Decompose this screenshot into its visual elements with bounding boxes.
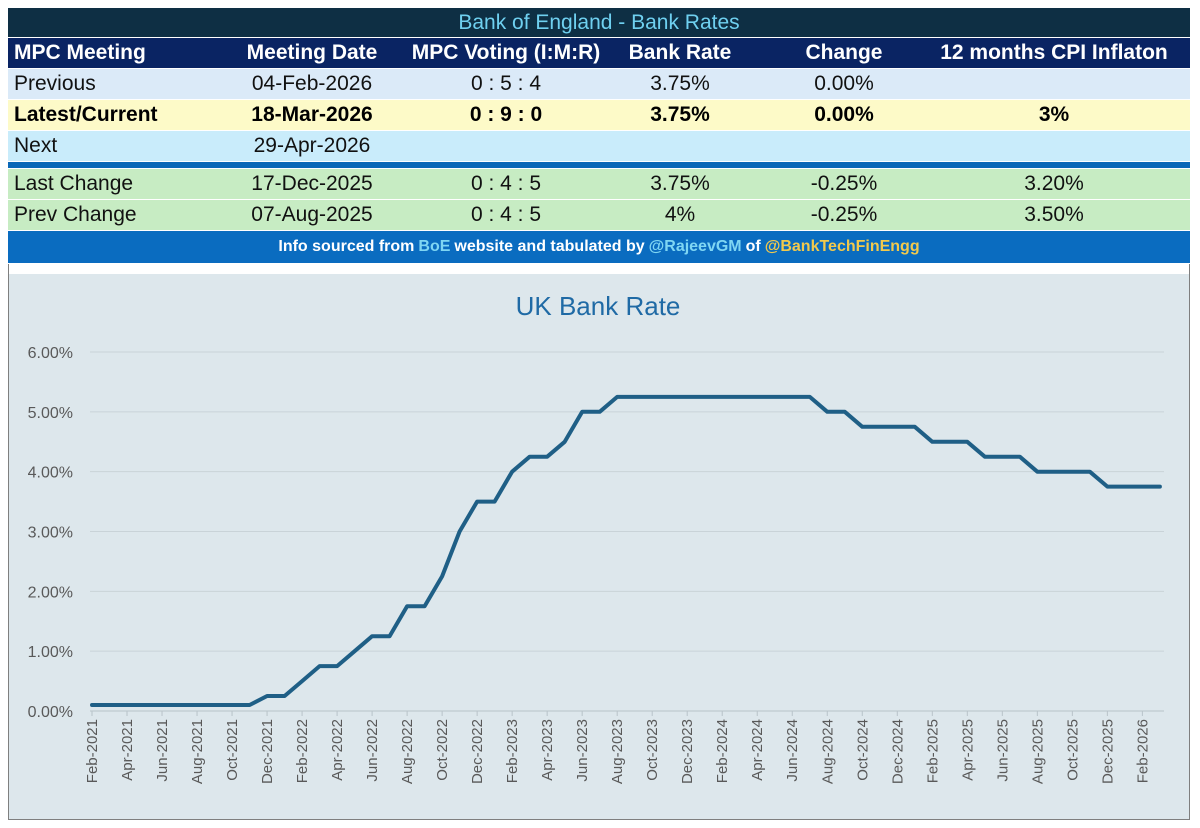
x-tick-label: Apr-2025 [959, 719, 976, 781]
x-tick-label: Apr-2024 [749, 719, 766, 781]
x-tick-label: Dec-2024 [889, 719, 906, 784]
y-tick-label: 2.00% [28, 584, 73, 601]
info-author-handle: @RajeevGM [648, 238, 742, 255]
cell-date: 04-Feb-2026 [251, 72, 373, 95]
cell-date: 18-Mar-2026 [251, 103, 373, 126]
y-tick-label: 5.00% [28, 405, 73, 422]
header-mpc-voting: MPC Voting (I:M:R) [411, 41, 601, 64]
x-tick-label: Oct-2024 [854, 719, 871, 781]
x-tick-label: Oct-2023 [644, 719, 661, 781]
cell-cpi [926, 69, 1182, 99]
x-tick-label: Feb-2024 [714, 719, 731, 783]
chart-title: UK Bank Rate [516, 291, 681, 321]
x-tick-label: Feb-2022 [294, 719, 311, 783]
x-tick-label: Aug-2022 [399, 719, 416, 784]
x-tick-label: Aug-2021 [189, 719, 206, 784]
x-tick-label: Feb-2021 [84, 719, 101, 783]
x-tick-label: Oct-2022 [434, 719, 451, 781]
table-header-row: MPC Meeting Meeting Date MPC Voting (I:M… [8, 38, 1190, 69]
cell-cpi: 3.50% [1024, 203, 1084, 226]
header-bank-rate: Bank Rate [628, 41, 732, 64]
cell-date: 29-Apr-2026 [253, 134, 371, 157]
header-mpc-meeting: MPC Meeting [14, 41, 146, 64]
x-tick-label: Apr-2021 [119, 719, 136, 781]
cell-rate: 3.75% [650, 72, 710, 95]
y-tick-label: 3.00% [28, 525, 73, 542]
info-text-2: website and tabulated by [454, 238, 645, 255]
x-tick-label: Feb-2025 [924, 719, 941, 783]
cell-meeting: Prev Change [14, 203, 137, 226]
bank-rate-series-line [90, 394, 1162, 707]
bank-rates-table: Bank of England - Bank Rates MPC Meeting… [8, 8, 1190, 264]
bank-rate-chart: 0.00% 1.00% 2.00% 3.00% 4.00% 5.00% 6.00% Feb-… [9, 274, 1189, 819]
x-tick-label: Dec-2022 [469, 719, 486, 784]
x-tick-label: Feb-2026 [1134, 719, 1151, 783]
chart-svg: 0.00% 1.00% 2.00% 3.00% 4.00% 5.00% 6.00% Feb-… [28, 291, 1164, 784]
table-row-prev-change: Prev Change 07-Aug-2025 0 : 4 : 5 4% -0.… [8, 200, 1190, 231]
cell-rate: 4% [664, 203, 696, 226]
x-tick-label: Jun-2024 [784, 719, 801, 782]
table-row-next: Next 29-Apr-2026 [8, 131, 1190, 162]
table-row-previous: Previous 04-Feb-2026 0 : 5 : 4 3.75% 0.0… [8, 69, 1190, 100]
x-tick-label: Jun-2021 [154, 719, 171, 782]
x-tick-label: Dec-2025 [1099, 719, 1116, 784]
source-info-banner: Info sourced from BoE website and tabula… [8, 231, 1190, 264]
y-tick-label: 4.00% [28, 465, 73, 482]
table-separator [8, 162, 1190, 169]
cell-cpi: 3% [1038, 103, 1070, 126]
y-tick-label: 1.00% [28, 644, 73, 661]
table-row-last-change: Last Change 17-Dec-2025 0 : 4 : 5 3.75% … [8, 169, 1190, 200]
cell-voting: 0 : 5 : 4 [470, 72, 542, 95]
x-tick-label: Apr-2023 [539, 719, 556, 781]
cell-change: 0.00% [814, 103, 874, 126]
table-row-current: Latest/Current 18-Mar-2026 0 : 9 : 0 3.7… [8, 100, 1190, 131]
cell-meeting: Latest/Current [14, 103, 158, 126]
info-boe-link: BoE [418, 238, 451, 255]
cell-change: -0.25% [810, 172, 878, 195]
cell-date: 07-Aug-2025 [251, 203, 373, 226]
cell-cpi: 3.20% [1024, 172, 1084, 195]
x-tick-label: Dec-2023 [679, 719, 696, 784]
cell-cpi [926, 131, 1182, 161]
info-text-3: of [745, 238, 761, 255]
x-tick-label: Dec-2021 [259, 719, 276, 784]
cell-change: -0.25% [810, 203, 878, 226]
x-tick-label: Oct-2021 [224, 719, 241, 781]
x-tick-label: Oct-2025 [1064, 719, 1081, 781]
cell-voting: 0 : 9 : 0 [469, 103, 543, 126]
cell-meeting: Previous [14, 72, 96, 95]
x-tick-label: Jun-2022 [364, 719, 381, 782]
header-change: Change [805, 41, 883, 64]
x-tick-label: Jun-2025 [994, 719, 1011, 782]
header-meeting-date: Meeting Date [246, 41, 378, 64]
x-tick-label: Feb-2023 [504, 719, 521, 783]
x-tick-label: Aug-2025 [1029, 719, 1046, 784]
cell-meeting: Last Change [14, 172, 134, 195]
cell-rate: 3.75% [650, 172, 710, 195]
cell-rate: 3.75% [650, 103, 710, 126]
cell-meeting: Next [14, 134, 58, 157]
y-tick-label: 0.00% [28, 704, 73, 721]
cell-change: 0.00% [814, 72, 874, 95]
info-org-handle: @BankTechFinEngg [764, 238, 920, 255]
header-cpi: 12 months CPI Inflaton [940, 41, 1168, 64]
table-title: Bank of England - Bank Rates [8, 8, 1190, 38]
cell-voting: 0 : 4 : 5 [470, 203, 542, 226]
y-tick-label: 6.00% [28, 345, 73, 362]
cell-voting: 0 : 4 : 5 [470, 172, 542, 195]
cell-change [744, 131, 944, 161]
x-tick-label: Apr-2022 [329, 719, 346, 781]
x-tick-label: Aug-2024 [819, 719, 836, 784]
x-tick-label: Jun-2023 [574, 719, 591, 782]
info-text-1: Info sourced from [278, 238, 415, 255]
x-tick-label: Aug-2023 [609, 719, 626, 784]
cell-date: 17-Dec-2025 [251, 172, 373, 195]
